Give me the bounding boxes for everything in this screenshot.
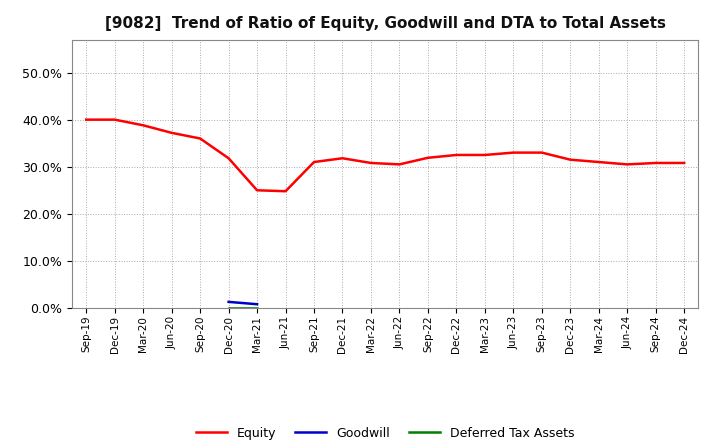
Goodwill <box>253 301 261 307</box>
Equity <box>452 152 461 158</box>
Line: Goodwill: Goodwill <box>229 302 257 304</box>
Equity <box>366 160 375 165</box>
Equity <box>225 156 233 161</box>
Equity <box>566 157 575 162</box>
Equity <box>395 162 404 167</box>
Equity <box>310 159 318 165</box>
Equity <box>423 155 432 161</box>
Line: Equity: Equity <box>86 120 684 191</box>
Equity <box>196 136 204 141</box>
Equity <box>652 160 660 165</box>
Equity <box>509 150 518 155</box>
Equity <box>110 117 119 122</box>
Equity <box>595 159 603 165</box>
Title: [9082]  Trend of Ratio of Equity, Goodwill and DTA to Total Assets: [9082] Trend of Ratio of Equity, Goodwil… <box>104 16 666 32</box>
Equity <box>167 130 176 136</box>
Legend: Equity, Goodwill, Deferred Tax Assets: Equity, Goodwill, Deferred Tax Assets <box>196 427 575 440</box>
Equity <box>282 189 290 194</box>
Equity <box>253 187 261 193</box>
Equity <box>623 162 631 167</box>
Deferred Tax Assets <box>225 305 233 310</box>
Equity <box>680 160 688 165</box>
Equity <box>537 150 546 155</box>
Equity <box>480 152 489 158</box>
Goodwill <box>225 299 233 304</box>
Deferred Tax Assets <box>253 305 261 310</box>
Equity <box>338 156 347 161</box>
Equity <box>139 123 148 128</box>
Equity <box>82 117 91 122</box>
